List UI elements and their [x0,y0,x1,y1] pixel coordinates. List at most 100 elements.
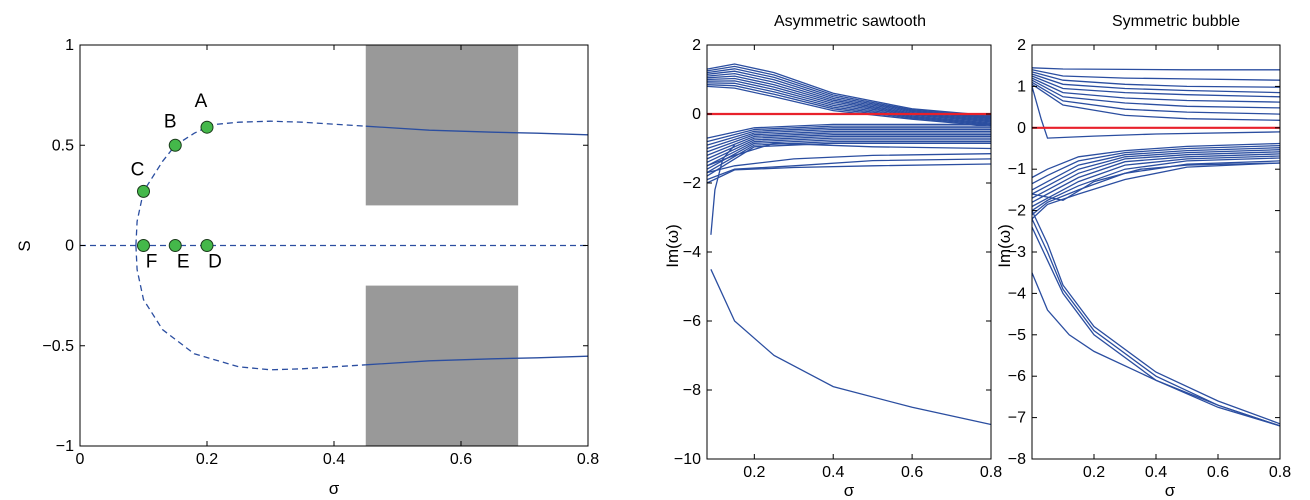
y-tick-label: −6 [1008,368,1026,385]
series-line [706,139,991,170]
series-line [706,75,992,122]
y-tick-label: −1 [1008,161,1026,178]
series-line [1031,160,1281,216]
x-tick-label: 0.8 [577,451,599,468]
x-tick-label: 0 [76,451,85,468]
y-axis-label: Im(ω) [663,224,682,267]
x-tick-label: 0.6 [901,464,923,481]
series-line [135,245,366,371]
point-d [200,239,214,252]
series-line [1031,155,1281,208]
y-tick-label: −8 [1008,451,1026,468]
y-tick-label: −8 [683,382,701,399]
series-line [1031,162,1281,220]
point-label: A [195,91,208,112]
series-line [706,82,992,125]
y-tick-label: −4 [1008,285,1026,302]
series-line [1031,153,1281,203]
series-line [706,77,992,123]
series-line [1031,83,1281,121]
x-tick-label: 0.8 [980,464,1002,481]
point-label: D [208,252,222,273]
y-axis-label: Im(ω) [995,224,1014,267]
series-line [706,132,991,157]
point-label: C [131,159,145,180]
series-line [706,163,992,184]
series-line [1031,142,1281,179]
series-line [706,135,991,163]
point-a [200,120,214,134]
point-b [168,138,182,152]
y-tick-label: −2 [683,175,701,192]
point-label: F [146,252,158,273]
series-line [706,142,992,167]
series-line [1031,144,1281,185]
x-tick-label: 0.2 [1083,464,1105,481]
y-tick-label: 2 [692,37,701,54]
x-axis-label: σ [329,479,340,498]
x-tick-label: 0.2 [196,451,218,468]
y-tick-label: 2 [1017,37,1026,54]
series-line [706,130,991,153]
series-line [706,153,992,174]
series-line [1031,149,1281,195]
series-line [710,144,736,235]
series-line [706,125,991,143]
series-line [1031,157,1281,212]
series-line [1031,71,1281,88]
y-tick-label: 0 [65,238,74,255]
series-line [1031,226,1281,427]
series-line [1031,67,1280,71]
y-tick-label: 1 [1017,78,1026,95]
y-tick-label: 0 [692,106,701,123]
series-line [706,137,991,167]
series-line [706,63,992,117]
x-axis-label: σ [1165,481,1176,500]
series-line [706,127,991,146]
point-label: B [164,111,177,132]
series-line [206,120,366,127]
series-line [1031,75,1281,98]
series-line [706,158,992,181]
y-tick-label: −2 [1008,203,1026,220]
y-tick-label: 0 [1017,120,1026,137]
x-tick-label: 0.6 [450,451,472,468]
x-tick-label: 0.4 [323,451,345,468]
series-line [706,65,992,118]
x-tick-label: 0.8 [1269,464,1291,481]
x-axis-label: σ [844,481,855,500]
series-line [135,126,208,246]
series-line [1031,162,1281,201]
y-tick-label: −4 [683,244,701,261]
series-line [1031,218,1281,427]
y-tick-label: −6 [683,313,701,330]
chart-title: Symmetric bubble [1112,13,1240,30]
series-line [706,123,991,139]
y-tick-label: −0.5 [42,338,74,355]
series-line [706,142,991,177]
series-line [706,68,992,119]
series-line [706,134,991,160]
series-line [1031,272,1281,427]
y-tick-label: −1 [56,438,74,455]
point-label: E [177,252,190,273]
series-line [710,269,992,426]
series-line [1031,77,1281,103]
y-tick-label: 0.5 [52,137,74,154]
series-line [706,84,992,126]
point-e [168,239,182,252]
series-line [706,80,992,124]
point-f [137,239,150,252]
series-line [1031,79,1281,109]
y-tick-label: −10 [674,451,701,468]
series-line [365,355,589,366]
shaded-region [365,285,519,446]
x-tick-label: 0.4 [822,464,844,481]
series-line [365,125,589,136]
point-c [137,184,150,198]
series-line [1031,151,1281,199]
bifurcation-panel: AB C DEF 0 0.2 0.4 0.6 0.8 −1 −0.5 0 0.5 1 σ S [15,37,599,498]
series-line [1031,81,1281,115]
y-tick-label: −3 [1008,244,1026,261]
